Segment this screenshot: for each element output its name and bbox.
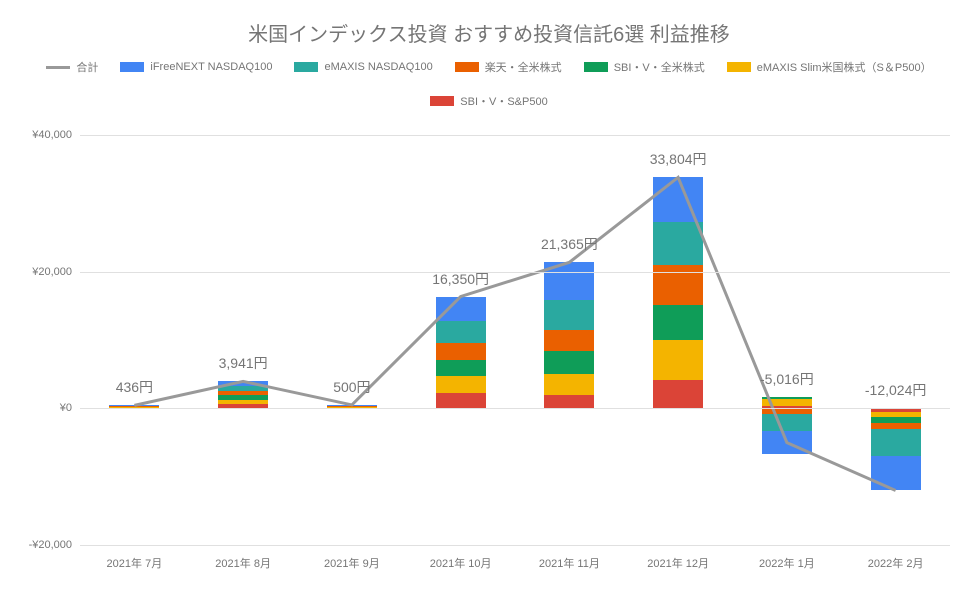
chart-container: 米国インデックス投資 おすすめ投資信託6選 利益推移 合計 iFreeNEXT … <box>0 0 978 606</box>
gridline <box>80 545 950 546</box>
legend-swatch-icon <box>294 62 318 72</box>
datalabel-layer: 436円3,941円500円16,350円21,365円33,804円-5,01… <box>80 135 950 545</box>
legend-item-sbiVsp: SBI・V・S&P500 <box>430 93 547 109</box>
legend-label: SBI・V・全米株式 <box>614 59 705 75</box>
data-label: -12,024円 <box>865 380 926 400</box>
plot-area: 436円3,941円500円16,350円21,365円33,804円-5,01… <box>80 135 950 545</box>
x-tick-label: 2021年 7月 <box>107 555 163 571</box>
legend-line-icon <box>46 66 70 69</box>
legend-swatch-icon <box>430 96 454 106</box>
legend-label: 楽天・全米株式 <box>485 59 562 75</box>
x-tick-label: 2021年 11月 <box>539 555 600 571</box>
data-label: 436円 <box>116 377 153 397</box>
x-axis-labels: 2021年 7月 2021年 8月 2021年 9月 2021年 10月 2021年 1… <box>80 555 950 575</box>
legend-item-total: 合計 <box>46 59 98 75</box>
data-label: 3,941円 <box>219 353 268 373</box>
legend-swatch-icon <box>120 62 144 72</box>
legend: 合計 iFreeNEXT NASDAQ100 eMAXIS NASDAQ100 楽天… <box>0 47 978 113</box>
legend-item-sbiVzen: SBI・V・全米株式 <box>584 59 705 75</box>
legend-label: eMAXIS NASDAQ100 <box>324 61 432 73</box>
x-tick-label: 2021年 9月 <box>324 555 380 571</box>
data-label: 33,804円 <box>650 149 707 169</box>
x-tick-label: 2021年 10月 <box>430 555 492 571</box>
legend-swatch-icon <box>727 62 751 72</box>
legend-label: eMAXIS Slim米国株式（S＆P500） <box>757 59 932 75</box>
legend-label-total: 合計 <box>76 59 98 75</box>
x-tick-label: 2022年 1月 <box>759 555 815 571</box>
data-label: 21,365円 <box>541 234 598 254</box>
x-tick-label: 2022年 2月 <box>868 555 924 571</box>
y-tick-label: ¥40,000 <box>32 129 72 141</box>
legend-item-emaxisS: eMAXIS Slim米国株式（S＆P500） <box>727 59 932 75</box>
y-tick-label: ¥0 <box>60 402 72 414</box>
legend-item-ifree: iFreeNEXT NASDAQ100 <box>120 59 272 75</box>
legend-label: iFreeNEXT NASDAQ100 <box>150 61 272 73</box>
gridline <box>80 272 950 273</box>
y-tick-label: ¥20,000 <box>32 266 72 278</box>
data-label: -5,016円 <box>760 369 814 389</box>
x-tick-label: 2021年 12月 <box>647 555 709 571</box>
legend-item-rakuten: 楽天・全米株式 <box>455 59 562 75</box>
x-tick-label: 2021年 8月 <box>215 555 271 571</box>
data-label: 500円 <box>333 377 370 397</box>
legend-item-emaxisN: eMAXIS NASDAQ100 <box>294 59 432 75</box>
legend-swatch-icon <box>455 62 479 72</box>
legend-label: SBI・V・S&P500 <box>460 93 547 109</box>
y-tick-label: -¥20,000 <box>29 539 72 551</box>
legend-swatch-icon <box>584 62 608 72</box>
gridline <box>80 135 950 136</box>
gridline <box>80 408 950 409</box>
chart-title: 米国インデックス投資 おすすめ投資信託6選 利益推移 <box>0 0 978 47</box>
